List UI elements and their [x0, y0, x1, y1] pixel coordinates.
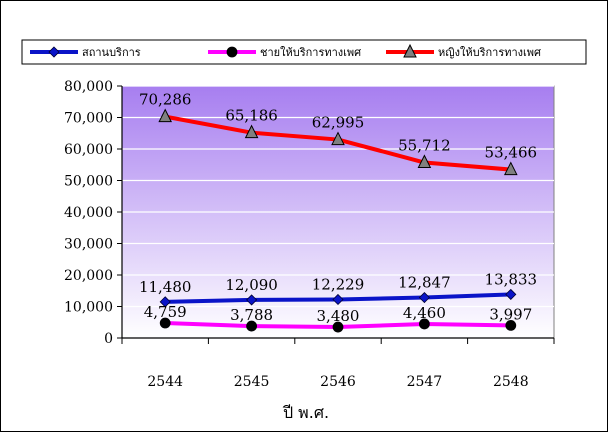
data-label: 70,286: [139, 91, 192, 109]
circle-marker: [332, 321, 344, 333]
data-label: 3,480: [317, 307, 360, 325]
diamond-marker: [246, 294, 258, 306]
circle-marker: [226, 46, 238, 58]
x-tick-label: 2546: [320, 374, 356, 390]
y-tick-label: 60,000: [64, 142, 113, 158]
diamond-marker: [332, 293, 344, 306]
triangle-marker: [244, 124, 259, 139]
series-layer: [158, 108, 518, 333]
data-label: 3,997: [489, 305, 532, 323]
diamond-marker: [418, 291, 430, 304]
diamond-marker: [48, 46, 60, 58]
x-tick-label: 2548: [493, 374, 529, 390]
triangle-marker: [158, 108, 173, 123]
axes: 0 10,000 20,000 30,000 40,000 50,000 60,000 70,…: [64, 79, 555, 390]
data-label: 11,480: [139, 278, 192, 296]
data-label: 62,995: [312, 114, 365, 132]
diamond-marker: [505, 288, 517, 300]
legend-label-2: ชายให้บริการทางเพศ: [260, 46, 361, 59]
data-label: 12,229: [312, 275, 365, 293]
triangle-marker: [503, 161, 518, 176]
legend-box: [21, 39, 587, 65]
y-tick-label: 20,000: [64, 268, 113, 284]
y-tick-label: 80,000: [64, 79, 113, 95]
y-tick-label: 40,000: [64, 205, 113, 221]
diamond-marker: [159, 296, 171, 308]
grid-lines: [122, 85, 554, 308]
y-tick-label: 30,000: [64, 237, 113, 253]
data-label: 4,460: [403, 304, 446, 322]
data-label: 4,759: [144, 303, 187, 321]
triangle-marker: [331, 131, 345, 146]
triangle-marker: [403, 43, 417, 58]
data-label: 13,833: [485, 270, 538, 288]
y-tick-label: 10,000: [64, 300, 113, 316]
y-tick-label: 50,000: [64, 174, 113, 190]
y-tick-label: 70,000: [64, 111, 113, 127]
data-label: 53,466: [485, 144, 538, 162]
data-labels: 11,480 12,090 12,229 12,847 13,833 4,759 3,788…: [139, 91, 537, 325]
data-label: 3,788: [230, 306, 273, 324]
x-tick-label: 2547: [407, 374, 443, 390]
circle-marker: [505, 320, 517, 331]
x-tick-label: 2545: [234, 374, 270, 390]
x-axis-label: ปี พ.ศ.: [283, 403, 330, 422]
circle-marker: [418, 318, 430, 330]
x-tick-label: 2544: [147, 374, 183, 390]
circle-marker: [246, 320, 258, 332]
y-tick-label: 0: [104, 331, 113, 347]
legend: สถานบริการ ชายให้บริการทางเพศ หญิงให้บริกา…: [30, 43, 541, 59]
triangle-marker: [417, 154, 432, 169]
data-label: 55,712: [398, 137, 451, 155]
data-label: 12,090: [225, 276, 278, 294]
data-label: 65,186: [225, 107, 278, 125]
circle-marker: [159, 317, 171, 329]
legend-label-1: สถานบริการ: [82, 46, 141, 59]
legend-label-3: หญิงให้บริการทางเพศ: [438, 46, 541, 59]
data-label: 12,847: [398, 274, 451, 292]
